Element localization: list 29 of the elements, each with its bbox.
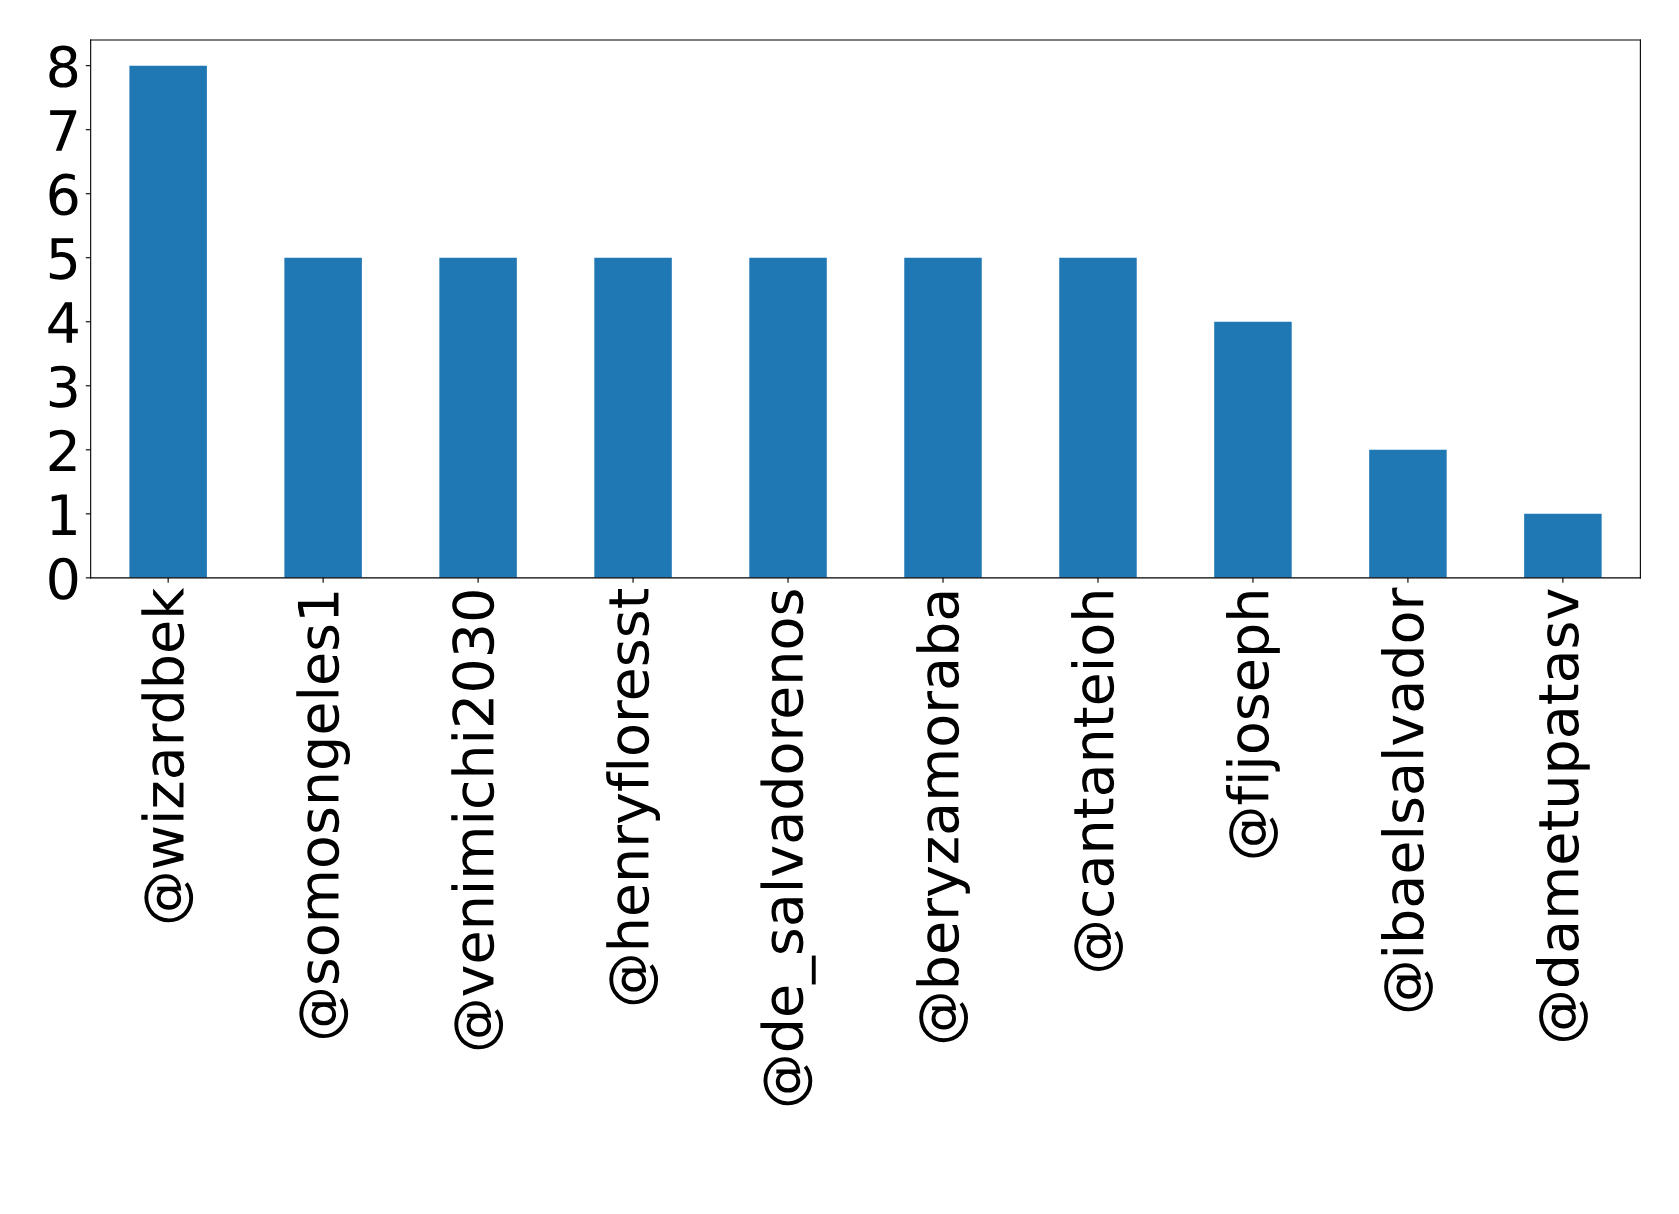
y-tick-label: 7 — [50, 110, 77, 151]
bar — [129, 65, 207, 578]
x-tick-label: @wizardbek — [141, 587, 194, 923]
x-tick-label: @somosngeles1 — [296, 592, 351, 1039]
x-tick-label: @cantanteioh — [1071, 592, 1123, 971]
x-tick-label: @de_salvadorenos — [760, 590, 816, 1106]
bar — [284, 257, 362, 578]
bar — [594, 257, 672, 578]
x-tick-label: @dametupatasv — [1536, 589, 1590, 1042]
bar — [1059, 257, 1137, 578]
bar — [1214, 321, 1292, 578]
y-tick-label: 2 — [49, 429, 76, 471]
y-tick-label: 0 — [49, 557, 78, 600]
y-tick-label: 6 — [49, 173, 78, 216]
y-tick-label: 8 — [49, 45, 78, 88]
x-tick-label: @venimichi2030 — [451, 591, 504, 1050]
x-tick-label: @beryzamoraba — [916, 592, 970, 1043]
bar — [904, 257, 982, 578]
x-tick-label: @ibaelsalvador — [1381, 587, 1433, 1012]
y-tick-label: 3 — [49, 365, 77, 408]
bar — [1369, 449, 1447, 578]
x-tick-label: @fijoseph — [1226, 592, 1280, 858]
bar — [439, 257, 517, 578]
x-tick-label: @henryfloresst — [606, 588, 660, 1005]
y-tick-label: 4 — [48, 302, 78, 343]
y-tick-label: 5 — [49, 238, 77, 280]
bar — [749, 257, 827, 578]
y-tick-label: 1 — [51, 494, 76, 535]
bar — [1524, 513, 1602, 578]
